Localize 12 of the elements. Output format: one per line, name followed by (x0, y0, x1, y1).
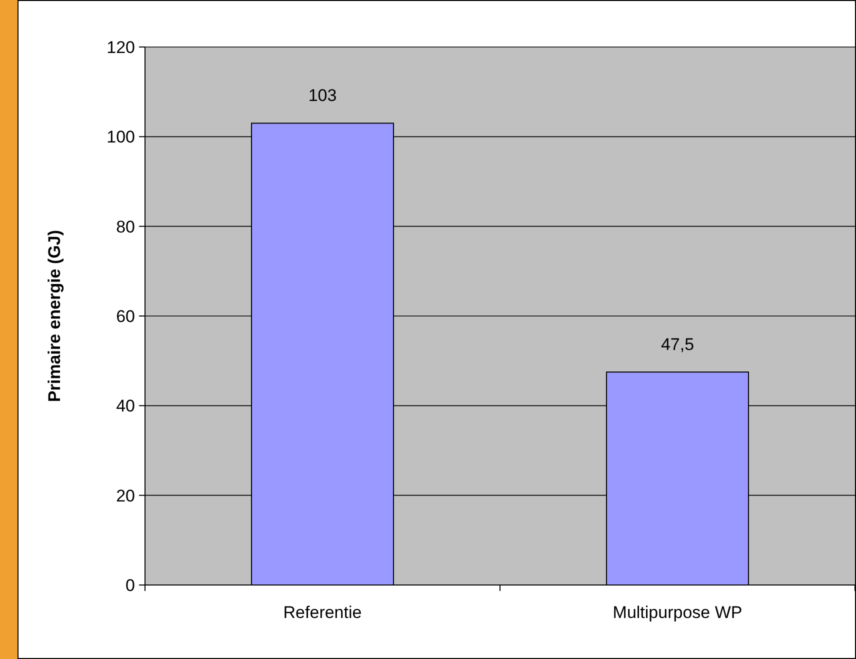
y-tick-label: 60 (116, 306, 135, 326)
y-tick-label: 120 (106, 38, 135, 57)
x-tick-label: Referentie (283, 603, 362, 622)
y-tick-label: 40 (116, 396, 135, 416)
y-tick-label: 20 (116, 486, 135, 506)
y-tick-label: 100 (106, 128, 135, 147)
y-tick-label: 0 (126, 576, 135, 595)
data-label: 103 (308, 86, 337, 106)
x-tick-label: Multipurpose WP (612, 603, 742, 622)
y-tick-label: 80 (116, 217, 135, 236)
y-axis-title: Primaire energie (GJ) (45, 230, 64, 402)
data-label: 47,5 (660, 335, 694, 354)
